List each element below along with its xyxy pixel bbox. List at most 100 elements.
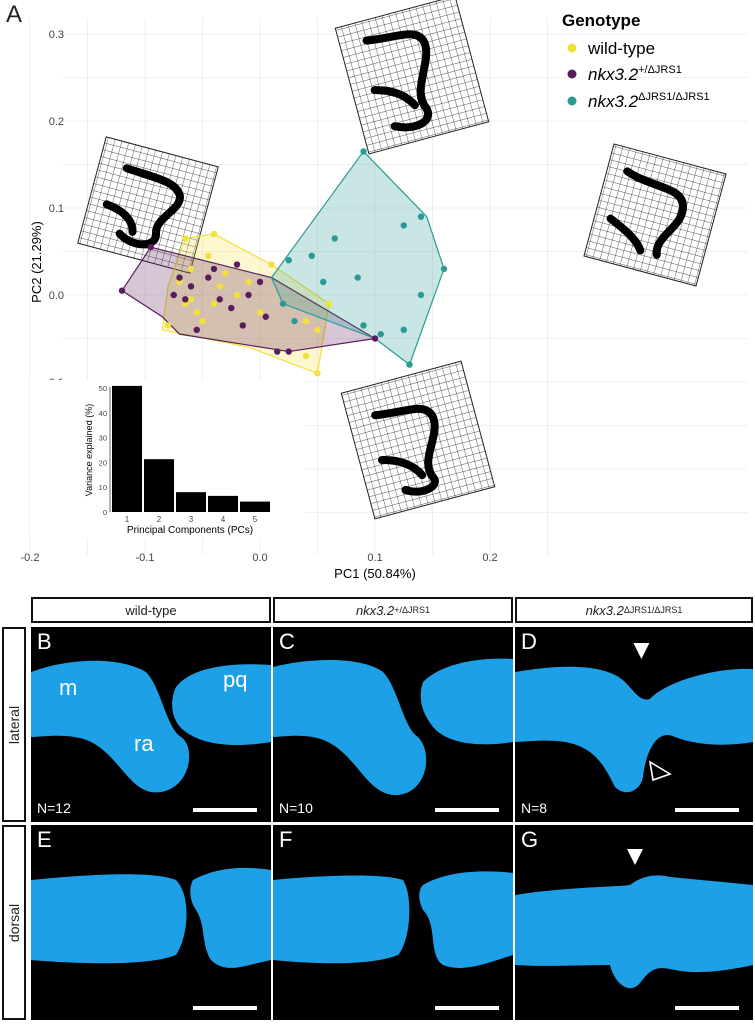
data-point-series-0 <box>314 370 321 377</box>
panel-g-letter: G <box>521 827 539 852</box>
data-point-series-0 <box>302 352 310 360</box>
data-point-series-1 <box>170 291 177 299</box>
panel-b-image: B m pq ra N=12 <box>31 627 271 822</box>
hull-series-2 <box>270 150 445 366</box>
cartilage-shape <box>515 666 753 793</box>
cartilage-shape <box>273 660 427 796</box>
panel-d-cartilage <box>515 643 753 793</box>
panel-c-image: C N=10 <box>273 627 513 822</box>
header-het-sup: +/ΔJRS1 <box>394 605 431 615</box>
inset-y-ticks: 0 10 20 30 40 50 <box>99 384 107 517</box>
data-point-series-2 <box>285 257 292 264</box>
data-point-series-0 <box>256 309 264 316</box>
legend-label-het: nkx3.2+/ΔJRS1 <box>588 64 682 84</box>
data-point-series-0 <box>216 283 223 290</box>
inset-bar <box>112 385 142 512</box>
data-point-series-1 <box>216 296 223 303</box>
legend-swatch-wild-type <box>567 43 577 53</box>
panel-c-letter: C <box>279 629 295 654</box>
data-point-series-0 <box>233 291 241 299</box>
data-point-series-1 <box>147 243 154 251</box>
filled-arrowhead <box>633 643 650 659</box>
data-point-series-1 <box>285 348 292 355</box>
inset-bar <box>144 459 174 512</box>
data-point-series-1 <box>228 304 235 312</box>
row-label-lateral-text: lateral <box>6 705 23 744</box>
deformation-grid-right <box>583 143 727 287</box>
cartilage-shape <box>420 658 513 745</box>
scale-bar <box>675 1006 739 1010</box>
x-axis-label: PC1 (50.84%) <box>334 566 416 581</box>
data-point-series-2 <box>291 317 298 325</box>
open-arrowhead <box>648 760 672 782</box>
panel-b-cartilage <box>31 660 271 793</box>
x-tick-label: -0.1 <box>136 552 155 564</box>
data-point-series-0 <box>205 252 212 260</box>
label-pq: pq <box>223 667 248 692</box>
data-point-series-2 <box>440 265 448 273</box>
deformation-grid-top <box>334 0 490 155</box>
header-het: nkx3.2 +/ΔJRS1 <box>273 597 513 623</box>
y-tick-label: 0.0 <box>49 290 64 302</box>
cartilage-shape <box>190 867 271 968</box>
header-wild-type: wild-type <box>31 597 271 623</box>
inset-bar <box>176 492 206 512</box>
legend-label-homozygous: nkx3.2ΔJRS1/ΔJRS1 <box>588 91 710 111</box>
scatter-points <box>118 148 448 377</box>
row-label-lateral: lateral <box>2 627 26 822</box>
data-point-series-1 <box>233 261 241 268</box>
inset-y-label: Variance explained (%) <box>84 404 94 496</box>
data-point-series-1 <box>245 291 252 299</box>
inset-x-tick: 5 <box>253 515 258 524</box>
y-tick-label: 0.3 <box>49 29 64 41</box>
panel-f-image: F <box>273 825 513 1020</box>
hull-series-1 <box>121 246 377 353</box>
legend-label-wild-type: wild-type <box>587 39 655 58</box>
inset-bar <box>208 495 238 512</box>
x-tick-label: 0.0 <box>252 552 267 564</box>
data-point-series-1 <box>371 335 379 342</box>
data-point-series-0 <box>222 270 229 277</box>
panel-g-image: G <box>515 825 753 1020</box>
data-point-series-1 <box>210 265 218 273</box>
data-point-series-0 <box>245 278 252 286</box>
data-point-series-2 <box>320 278 327 286</box>
data-point-series-2 <box>331 235 338 242</box>
inset-x-ticks: 1 2 3 4 5 <box>125 515 258 524</box>
data-point-series-1 <box>239 322 246 329</box>
inset-y-tick: 40 <box>99 409 107 418</box>
legend: Genotype wild-type nkx3.2+/ΔJRS1 nkx3.2Δ… <box>562 11 710 111</box>
data-point-series-1 <box>256 278 264 286</box>
data-point-series-0 <box>164 322 172 329</box>
data-point-series-2 <box>400 222 407 229</box>
cartilage-shape <box>31 660 190 793</box>
scale-bar <box>193 808 257 812</box>
scale-bar <box>435 1006 499 1010</box>
data-point-series-2 <box>308 252 315 260</box>
panel-c-n: N=10 <box>279 800 313 816</box>
inset-y-tick: 30 <box>99 434 107 443</box>
panel-e-image: E <box>31 825 271 1020</box>
panel-f-letter: F <box>279 827 293 852</box>
data-point-series-2 <box>417 291 425 299</box>
inset-x-tick: 1 <box>125 515 130 524</box>
data-point-series-0 <box>268 261 275 268</box>
data-point-series-0 <box>187 265 195 273</box>
cartilage-shape <box>515 875 753 989</box>
panel-d-letter: D <box>521 629 537 654</box>
row-label-dorsal-text: dorsal <box>6 903 23 942</box>
cartilage-shape <box>172 664 271 745</box>
legend-swatch-het <box>567 69 577 79</box>
legend-swatch-homozygous <box>567 96 577 106</box>
data-point-series-2 <box>377 330 384 338</box>
data-point-series-2 <box>417 213 425 220</box>
data-point-series-0 <box>210 230 218 238</box>
panel-b-letter: B <box>37 629 52 654</box>
data-point-series-2 <box>360 322 367 329</box>
filled-arrowhead <box>627 849 643 865</box>
header-homozygous: nkx3.2 ΔJRS1/ΔJRS1 <box>515 597 753 623</box>
inset-bars <box>112 385 270 512</box>
row-label-dorsal: dorsal <box>2 825 26 1020</box>
cartilage-shape <box>419 871 513 968</box>
header-wild-type-label: wild-type <box>125 602 177 618</box>
